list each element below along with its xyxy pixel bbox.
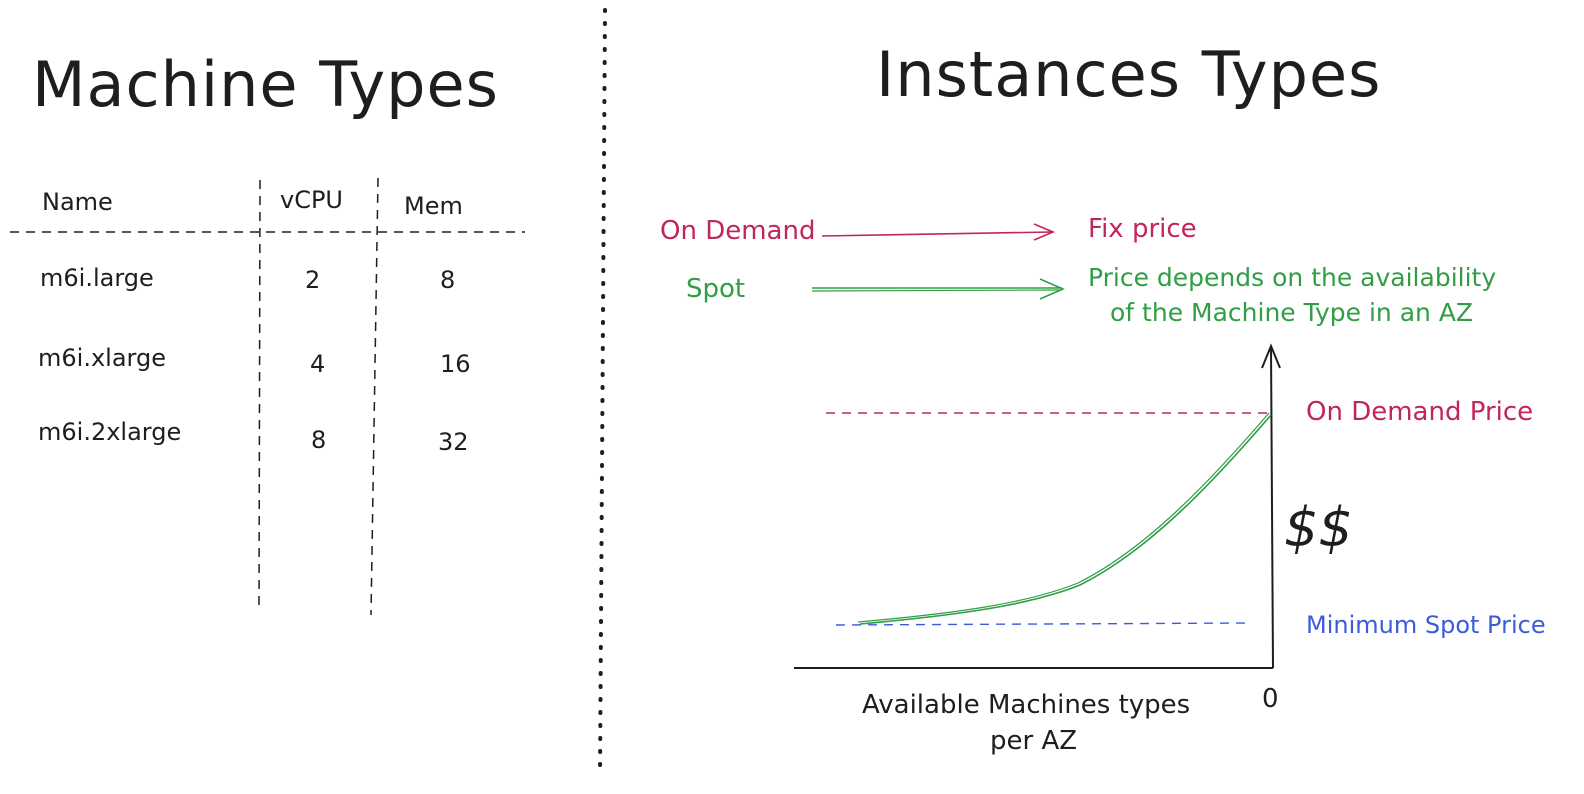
spot-arrow — [811, 278, 1065, 300]
spot-description-line-2: of the Machine Type in an AZ — [1110, 298, 1474, 327]
table-cell-vcpu: 2 — [305, 266, 321, 294]
panel-divider — [598, 8, 607, 777]
on-demand-price-label: On Demand Price — [1306, 397, 1534, 427]
spot-description-line-1: Price depends on the availability — [1088, 263, 1497, 292]
spot-label: Spot — [686, 274, 746, 304]
y-axis-label: $$ — [1284, 496, 1353, 559]
table-cell-mem: 16 — [440, 350, 471, 378]
machine-types-title: Machine Types — [32, 48, 499, 121]
spot-price-curve — [857, 412, 1272, 625]
table-cell-name: m6i.xlarge — [38, 344, 166, 372]
table-header-mem: Mem — [404, 192, 463, 220]
x-axis-label-line-1: Available Machines types — [862, 690, 1191, 720]
table-cell-mem: 32 — [438, 428, 469, 456]
on-demand-arrow — [821, 223, 1056, 241]
table-cell-vcpu: 4 — [310, 350, 326, 378]
table-header-vcpu: vCPU — [280, 186, 343, 214]
fix-price-label: Fix price — [1088, 214, 1197, 244]
min-spot-price-line — [835, 622, 1253, 626]
table-header-name: Name — [42, 188, 113, 216]
table-cell-name: m6i.2xlarge — [38, 418, 182, 446]
minimum-spot-price-label: Minimum Spot Price — [1306, 611, 1546, 639]
table-cell-mem: 8 — [440, 266, 456, 294]
x-axis-label-line-2: per AZ — [990, 726, 1078, 756]
y-axis — [1261, 343, 1281, 669]
x-origin-label: 0 — [1262, 684, 1279, 714]
instances-types-title: Instances Types — [876, 38, 1382, 111]
on-demand-label: On Demand — [660, 216, 816, 246]
table-column-divider-2 — [370, 177, 379, 616]
table-column-divider-1 — [258, 179, 261, 611]
table-cell-name: m6i.large — [40, 264, 154, 292]
table-cell-vcpu: 8 — [311, 426, 327, 454]
